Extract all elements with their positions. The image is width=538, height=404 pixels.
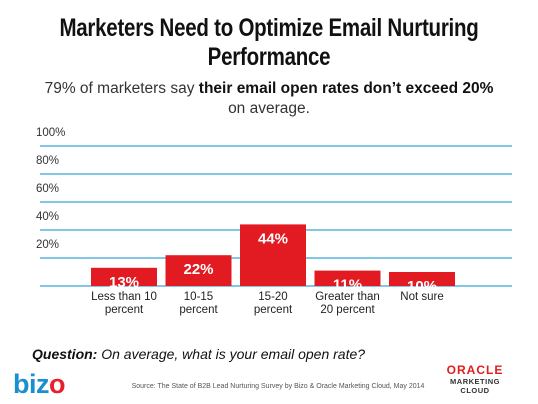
subtitle-tail: on average. bbox=[228, 100, 310, 117]
subtitle-emphasis: their email open rates don’t exceed 20% bbox=[198, 80, 494, 97]
subtitle-text: 79% of marketers say bbox=[44, 80, 199, 97]
bar-value-label: 22% bbox=[183, 261, 213, 278]
oracle-sub-1: MARKETING bbox=[450, 377, 500, 386]
bar-value-label: 13% bbox=[109, 274, 139, 291]
survey-question: Question: On average, what is your email… bbox=[32, 346, 365, 362]
y-tick-label: 20% bbox=[36, 239, 59, 251]
x-category-label: percent bbox=[254, 304, 293, 316]
bar-value-label: 10% bbox=[407, 278, 437, 295]
x-category-label: percent bbox=[105, 304, 144, 316]
bar-value-label: 11% bbox=[333, 277, 362, 294]
bizo-logo-text: biz bbox=[13, 369, 50, 399]
x-category-label: Greater than bbox=[315, 291, 380, 303]
bar bbox=[165, 255, 232, 286]
y-tick-label: 80% bbox=[36, 155, 59, 167]
x-category-label: Not sure bbox=[400, 291, 443, 303]
x-category-label: 10-15 bbox=[184, 291, 213, 303]
bar-value-label: 44% bbox=[258, 230, 288, 247]
oracle-logo: ORACLE MARKETING CLOUD bbox=[430, 363, 520, 395]
title-line-1: Marketers Need to Optimize Email Nurturi… bbox=[59, 14, 479, 42]
question-text: On average, what is your email open rate… bbox=[97, 346, 366, 362]
bar-chart: 20%40%60%80%100%13%Less than 10percent22… bbox=[36, 127, 512, 316]
source-note: Source: The State of B2B Lead Nurturing … bbox=[131, 383, 425, 390]
bizo-logo: bizo bbox=[13, 369, 66, 400]
x-category-label: 15-20 bbox=[258, 291, 287, 303]
x-category-label: percent bbox=[179, 304, 218, 316]
bar bbox=[314, 270, 381, 286]
title-line-2: Performance bbox=[207, 43, 331, 71]
x-category-label: 20 percent bbox=[320, 304, 375, 316]
bar bbox=[91, 267, 157, 286]
question-label: Question: bbox=[32, 346, 98, 362]
oracle-brand: ORACLE bbox=[446, 363, 504, 377]
bizo-logo-o: o bbox=[49, 369, 66, 399]
chart-title: Marketers Need to Optimize Email Nurturi… bbox=[48, 14, 489, 72]
chart-subtitle: 79% of marketers say their email open ra… bbox=[20, 79, 518, 119]
bar bbox=[389, 272, 455, 286]
bar bbox=[240, 224, 306, 286]
y-tick-label: 100% bbox=[36, 127, 65, 139]
oracle-sub-2: CLOUD bbox=[460, 386, 490, 395]
y-tick-label: 40% bbox=[36, 211, 59, 223]
y-tick-label: 60% bbox=[36, 183, 59, 195]
x-category-label: Less than 10 bbox=[91, 291, 157, 303]
